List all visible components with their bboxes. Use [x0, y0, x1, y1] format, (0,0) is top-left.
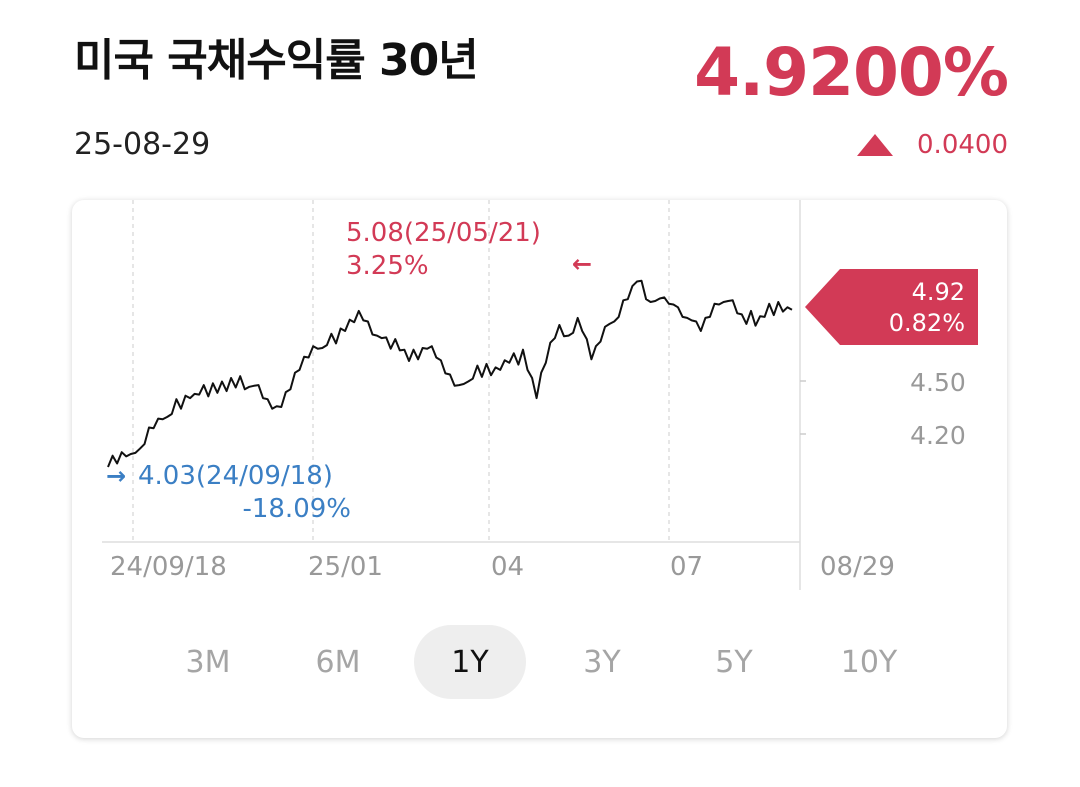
range-1y-button[interactable]: 1Y — [414, 625, 526, 699]
current-yield: 4.9200% — [694, 34, 1009, 111]
current-value-label: 4.92 — [912, 278, 965, 306]
y-tick-label: 4.20 — [910, 421, 966, 450]
x-tick-label: 08/29 — [820, 552, 895, 582]
high-arrow-icon: ← — [572, 250, 592, 278]
range-6m-button[interactable]: 6M — [315, 644, 361, 680]
high-annotation-pct: 3.25% — [346, 251, 429, 281]
current-value-callout — [805, 269, 978, 345]
low-arrow-icon: → — [106, 462, 126, 490]
low-annotation-pct: -18.09% — [242, 494, 351, 524]
quote-date: 25-08-29 — [74, 127, 211, 162]
chart-card: 4.50 4.20 24/09/18 25/01 04 07 08/29 4.92 0.82% 5… — [72, 200, 1007, 738]
low-annotation-label: 4.03(24/09/18) — [138, 461, 333, 491]
high-annotation-label: 5.08(25/05/21) — [346, 218, 541, 248]
yield-chart[interactable]: 4.50 4.20 24/09/18 25/01 04 07 08/29 4.92 0.82% 5… — [72, 200, 1007, 610]
series-line — [107, 279, 793, 468]
x-tick-label: 25/01 — [308, 552, 383, 582]
x-tick-label: 24/09/18 — [110, 552, 227, 582]
range-3y-button[interactable]: 3Y — [583, 644, 621, 680]
x-tick-label: 04 — [491, 552, 524, 582]
range-10y-button[interactable]: 10Y — [840, 644, 898, 680]
x-tick-label: 07 — [670, 552, 703, 582]
yield-change: 0.0400 — [857, 130, 1008, 160]
current-pct-label: 0.82% — [889, 309, 965, 337]
range-selector: 3M 6M 1Y 3Y 5Y 10Y — [186, 625, 912, 699]
up-triangle-icon — [857, 134, 894, 156]
range-3m-button[interactable]: 3M — [185, 644, 231, 680]
yield-change-value: 0.0400 — [917, 130, 1008, 160]
page-title: 미국 국채수익률 30년 — [74, 35, 479, 86]
range-5y-button[interactable]: 5Y — [715, 644, 753, 680]
y-tick-label: 4.50 — [910, 368, 966, 397]
